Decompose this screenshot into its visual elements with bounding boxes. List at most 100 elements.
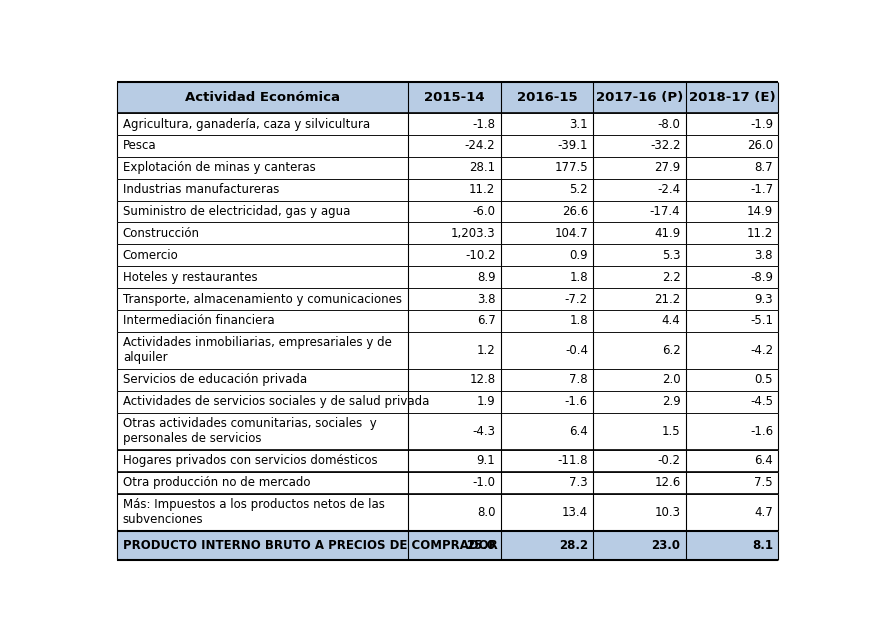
Text: Agricultura, ganadería, caza y silvicultura: Agricultura, ganadería, caza y silvicult… — [122, 118, 370, 130]
Bar — [117, 530, 408, 560]
Text: 11.2: 11.2 — [746, 227, 773, 240]
Bar — [117, 266, 408, 288]
Text: Otras actividades comunitarias, sociales  y
personales de servicios: Otras actividades comunitarias, sociales… — [122, 417, 377, 445]
Bar — [593, 135, 686, 157]
Bar — [593, 288, 686, 310]
Bar — [117, 472, 408, 494]
Text: 5.3: 5.3 — [662, 249, 681, 262]
Bar — [408, 288, 501, 310]
Bar — [117, 369, 408, 391]
Text: 21.2: 21.2 — [655, 293, 681, 305]
Bar — [408, 450, 501, 472]
Bar — [501, 157, 593, 179]
Text: 11.2: 11.2 — [469, 183, 496, 196]
Text: 1,203.3: 1,203.3 — [451, 227, 496, 240]
Bar — [501, 332, 593, 369]
Bar — [408, 244, 501, 266]
Bar — [686, 530, 779, 560]
Bar — [593, 244, 686, 266]
Text: Más: Impuestos a los productos netos de las
subvenciones: Más: Impuestos a los productos netos de … — [122, 498, 385, 526]
Bar — [117, 310, 408, 332]
Bar — [686, 288, 779, 310]
Bar — [117, 135, 408, 157]
Bar — [686, 157, 779, 179]
Bar — [501, 450, 593, 472]
Bar — [593, 310, 686, 332]
Text: 104.7: 104.7 — [554, 227, 588, 240]
Text: 2.2: 2.2 — [662, 271, 681, 284]
Text: 26.0: 26.0 — [747, 139, 773, 153]
Bar — [686, 413, 779, 450]
Text: 2015-14: 2015-14 — [424, 91, 485, 104]
Text: 6.7: 6.7 — [476, 314, 496, 328]
Bar — [686, 223, 779, 244]
Bar — [501, 288, 593, 310]
Bar — [408, 82, 501, 113]
Bar — [593, 113, 686, 135]
Text: 6.2: 6.2 — [662, 344, 681, 357]
Text: -10.2: -10.2 — [465, 249, 496, 262]
Bar — [117, 179, 408, 200]
Bar — [117, 494, 408, 530]
Text: 26.6: 26.6 — [562, 205, 588, 218]
Bar — [408, 223, 501, 244]
Text: 4.4: 4.4 — [662, 314, 681, 328]
Bar — [408, 369, 501, 391]
Text: 0.5: 0.5 — [754, 373, 773, 387]
Bar — [593, 369, 686, 391]
Bar — [408, 332, 501, 369]
Bar — [593, 472, 686, 494]
Bar — [686, 266, 779, 288]
Text: 8.0: 8.0 — [477, 506, 496, 518]
Bar — [408, 530, 501, 560]
Text: 1.9: 1.9 — [476, 396, 496, 408]
Text: 2.0: 2.0 — [662, 373, 681, 387]
Text: 23.0: 23.0 — [651, 539, 681, 552]
Bar — [501, 135, 593, 157]
Text: 9.1: 9.1 — [476, 454, 496, 467]
Text: 8.1: 8.1 — [752, 539, 773, 552]
Text: -1.6: -1.6 — [565, 396, 588, 408]
Text: -17.4: -17.4 — [650, 205, 681, 218]
Text: 28.1: 28.1 — [469, 162, 496, 174]
Text: -6.0: -6.0 — [472, 205, 496, 218]
Text: 2017-16 (P): 2017-16 (P) — [596, 91, 683, 104]
Text: 5.2: 5.2 — [569, 183, 588, 196]
Text: 1.8: 1.8 — [569, 314, 588, 328]
Bar — [686, 82, 779, 113]
Text: -1.7: -1.7 — [750, 183, 773, 196]
Text: 3.1: 3.1 — [569, 118, 588, 130]
Text: 7.3: 7.3 — [569, 476, 588, 489]
Text: Servicios de educación privada: Servicios de educación privada — [122, 373, 307, 387]
Text: -8.9: -8.9 — [750, 271, 773, 284]
Bar — [593, 530, 686, 560]
Bar — [408, 266, 501, 288]
Bar — [408, 200, 501, 223]
Text: 8.9: 8.9 — [477, 271, 496, 284]
Text: 3.8: 3.8 — [477, 293, 496, 305]
Text: Actividades de servicios sociales y de salud privada: Actividades de servicios sociales y de s… — [122, 396, 429, 408]
Text: Intermediación financiera: Intermediación financiera — [122, 314, 274, 328]
Text: -4.5: -4.5 — [750, 396, 773, 408]
Text: 7.8: 7.8 — [569, 373, 588, 387]
Text: -2.4: -2.4 — [657, 183, 681, 196]
Bar — [501, 179, 593, 200]
Text: 28.2: 28.2 — [558, 539, 588, 552]
Bar — [117, 223, 408, 244]
Bar — [593, 494, 686, 530]
Bar — [408, 310, 501, 332]
Bar — [501, 310, 593, 332]
Bar — [593, 391, 686, 413]
Bar — [501, 223, 593, 244]
Text: -32.2: -32.2 — [650, 139, 681, 153]
Bar — [593, 450, 686, 472]
Bar — [593, 332, 686, 369]
Text: 12.6: 12.6 — [655, 476, 681, 489]
Text: Pesca: Pesca — [122, 139, 156, 153]
Bar — [686, 450, 779, 472]
Text: 27.9: 27.9 — [655, 162, 681, 174]
Bar — [117, 200, 408, 223]
Text: Actividades inmobiliarias, empresariales y de
alquiler: Actividades inmobiliarias, empresariales… — [122, 336, 392, 364]
Text: Comercio: Comercio — [122, 249, 178, 262]
Text: -1.9: -1.9 — [750, 118, 773, 130]
